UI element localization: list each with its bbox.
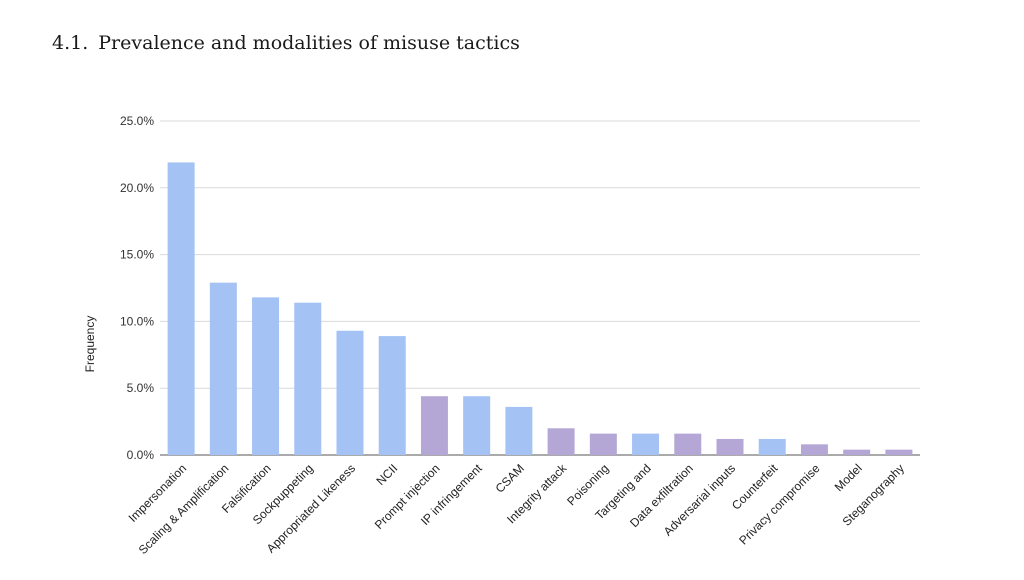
bar (843, 449, 871, 455)
bar (758, 438, 786, 455)
bars (167, 162, 913, 455)
bar (294, 302, 322, 455)
section-number: 4.1. (52, 32, 89, 54)
x-tick-label: CSAM (493, 461, 527, 495)
y-tick-label: 5.0% (127, 381, 155, 395)
x-tick-label: Privacy compromise (736, 461, 823, 548)
y-tick-label: 20.0% (120, 181, 154, 195)
section-heading: 4.1. Prevalence and modalities of misuse … (52, 32, 520, 54)
bar (505, 406, 533, 455)
x-tick-label: Model (832, 461, 865, 494)
bar (632, 433, 660, 455)
grid-lines (160, 120, 920, 456)
bar (885, 449, 913, 455)
bar (674, 433, 702, 455)
section-title: Prevalence and modalities of misuse tact… (98, 32, 520, 54)
bar (420, 396, 448, 455)
bar (800, 444, 828, 455)
y-axis-ticks: 0.0% 5.0% 10.0% 15.0% 20.0% 25.0% (120, 114, 154, 462)
bar (336, 330, 364, 455)
bar (463, 396, 491, 455)
x-tick-label: Adversarial inputs (661, 461, 738, 538)
bar (589, 433, 617, 455)
x-tick-label: NCII (373, 461, 400, 488)
y-tick-label: 0.0% (127, 448, 155, 462)
bar (716, 438, 744, 455)
bar (378, 336, 406, 455)
bar (252, 297, 280, 455)
bar (547, 428, 575, 455)
y-axis-title: Frequency (83, 316, 97, 373)
bar (167, 162, 195, 455)
y-tick-label: 10.0% (120, 314, 154, 328)
y-tick-label: 15.0% (120, 248, 154, 262)
bar (209, 282, 237, 455)
y-tick-label: 25.0% (120, 114, 154, 128)
